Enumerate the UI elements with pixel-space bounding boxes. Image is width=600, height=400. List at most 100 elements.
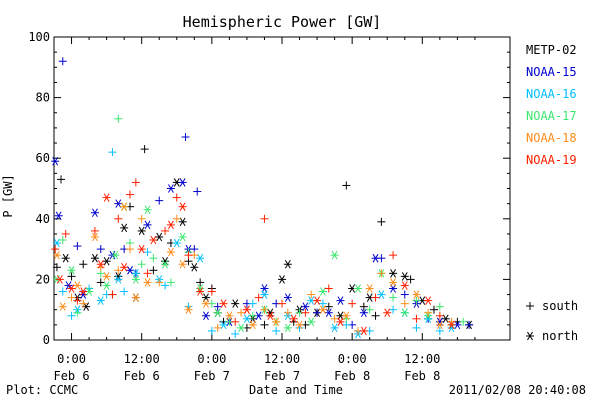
marker-stroke (115, 275, 122, 284)
marker-stroke (167, 247, 174, 257)
data-point-north (242, 305, 251, 314)
data-point-north (178, 232, 187, 242)
marker-stroke (132, 275, 139, 284)
marker-stroke (331, 250, 338, 260)
data-point-south (96, 278, 105, 287)
data-point-north (389, 269, 398, 278)
data-point-south (172, 214, 181, 223)
marker-stroke (74, 281, 81, 290)
marker-stroke (197, 253, 204, 263)
data-point-north (178, 202, 187, 211)
data-point-north (178, 178, 187, 187)
data-point-south (73, 308, 82, 317)
marker-stroke (255, 311, 262, 321)
marker-stroke (203, 299, 209, 308)
data-point-south (193, 187, 202, 196)
marker-stroke (83, 302, 90, 311)
data-point-north (54, 211, 63, 221)
legend-entry: NOAA-16 (526, 87, 577, 101)
marker-stroke (384, 308, 391, 317)
marker-stroke (138, 226, 145, 236)
data-point-north (61, 253, 70, 263)
data-point-north (73, 281, 82, 290)
data-point-south (114, 114, 123, 123)
data-point-north (283, 323, 292, 333)
marker-stroke (343, 311, 350, 321)
marker-stroke (103, 281, 110, 290)
data-point-south (435, 311, 444, 320)
data-point-north (283, 293, 292, 302)
data-point-north (330, 250, 339, 260)
data-point-south (108, 148, 117, 157)
data-point-north (120, 223, 129, 233)
marker-stroke (191, 263, 198, 272)
data-point-south (260, 214, 269, 223)
data-point-north (324, 308, 333, 317)
data-point-south (67, 272, 76, 281)
data-point-south (342, 181, 351, 190)
x-tick-date-label: Feb 8 (334, 369, 370, 383)
y-tick-label: 80 (36, 91, 50, 105)
data-point-south (389, 305, 398, 314)
marker-stroke (378, 290, 385, 299)
data-point-north (90, 208, 99, 218)
data-point-north (248, 320, 257, 330)
marker-stroke (156, 232, 163, 242)
data-point-south (377, 254, 386, 263)
data-point-north (435, 320, 444, 330)
data-point-north (178, 259, 187, 269)
marker-stroke (337, 317, 344, 327)
data-point-south (301, 308, 310, 317)
data-point-north (90, 232, 99, 242)
marker-stroke (454, 320, 461, 330)
data-point-south (196, 278, 205, 287)
data-point-north (120, 263, 129, 272)
marker-stroke (179, 232, 186, 242)
data-point-north (102, 281, 111, 290)
marker-stroke (302, 302, 309, 311)
data-point-south (114, 266, 123, 275)
data-point-north (166, 184, 175, 193)
marker-legend-label: south (542, 299, 578, 313)
marker-stroke (97, 296, 104, 305)
data-point-north (143, 278, 152, 287)
data-point-north (295, 320, 304, 330)
data-point-south (137, 214, 146, 223)
marker-stroke (150, 235, 157, 245)
marker-stroke (91, 232, 98, 242)
data-point-north (96, 259, 105, 269)
marker-stroke (372, 253, 379, 263)
marker-stroke (314, 296, 321, 305)
plot-frame (53, 36, 511, 341)
data-point-north (377, 290, 386, 299)
marker-stroke (62, 253, 69, 263)
marker-stroke (179, 259, 186, 269)
x-tick-date-label: Feb 6 (124, 369, 160, 383)
legend-entry: NOAA-19 (526, 153, 577, 167)
data-point-south (283, 308, 292, 317)
data-point-south (126, 190, 134, 199)
data-point-south (435, 326, 444, 335)
data-point-north (172, 238, 181, 248)
data-point-south (140, 145, 149, 154)
data-point-north (213, 308, 222, 317)
data-point-south (307, 290, 316, 299)
data-point-north (260, 290, 269, 299)
marker-stroke (167, 184, 174, 193)
data-point-north (526, 331, 534, 341)
data-point-south (248, 311, 257, 320)
marker-stroke (179, 217, 186, 227)
marker-stroke (179, 178, 186, 187)
data-point-north (441, 314, 450, 324)
x-tick-time-label: 0:00 (57, 352, 86, 366)
marker-stroke (162, 259, 169, 269)
data-point-south (58, 236, 67, 245)
marker-stroke (80, 287, 87, 296)
data-point-north (90, 253, 99, 263)
data-point-north (184, 305, 193, 314)
data-point-south (389, 251, 398, 260)
data-point-north (126, 266, 134, 275)
marker-stroke (325, 308, 332, 317)
x-axis-label: Date and Time (249, 383, 343, 397)
